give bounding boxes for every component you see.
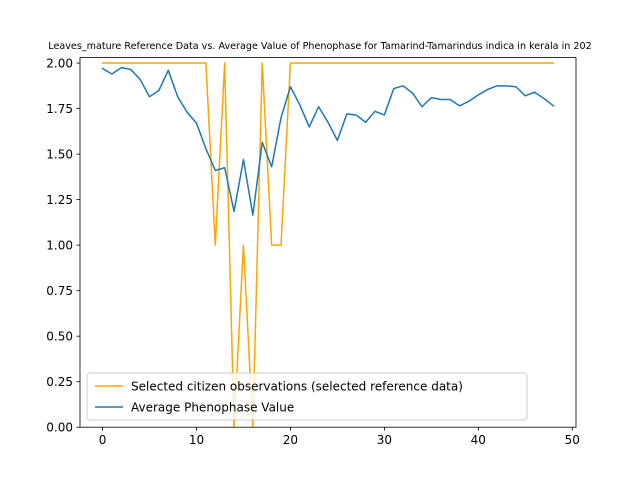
legend-label-2: Average Phenophase Value — [131, 400, 294, 414]
y-tick-label: 0.25 — [46, 375, 73, 389]
plot-area — [101, 62, 555, 428]
y-tick-label: 0.75 — [46, 284, 73, 298]
x-tick-label: 50 — [565, 433, 580, 447]
legend: Selected citizen observations (selected … — [86, 372, 528, 421]
axes-frame — [79, 57, 577, 428]
legend-box — [86, 372, 528, 421]
series-line-2 — [101, 66, 555, 216]
y-tick-label: 1.75 — [46, 102, 73, 116]
x-tick-label: 20 — [283, 433, 298, 447]
x-tick-label: 40 — [471, 433, 486, 447]
y-tick-label: 0.00 — [46, 421, 73, 435]
series-line-1 — [101, 62, 555, 428]
y-tick-label: 2.00 — [46, 56, 73, 70]
y-tick-label: 1.50 — [46, 147, 73, 161]
legend-label-1: Selected citizen observations (selected … — [131, 379, 463, 393]
x-tick-label: 0 — [99, 433, 107, 447]
x-tick-label: 30 — [377, 433, 392, 447]
axes: 0 10 20 30 40 50 0.00 0.25 0.50 0.75 1.00 1.25 1.50 1… — [46, 56, 580, 447]
y-tick-label: 0.50 — [46, 329, 73, 343]
chart-title: Leaves_mature Reference Data vs. Average… — [48, 41, 591, 52]
y-tick-label: 1.25 — [46, 193, 73, 207]
x-tick-label: 10 — [189, 433, 204, 447]
y-tick-label: 1.00 — [46, 238, 73, 252]
